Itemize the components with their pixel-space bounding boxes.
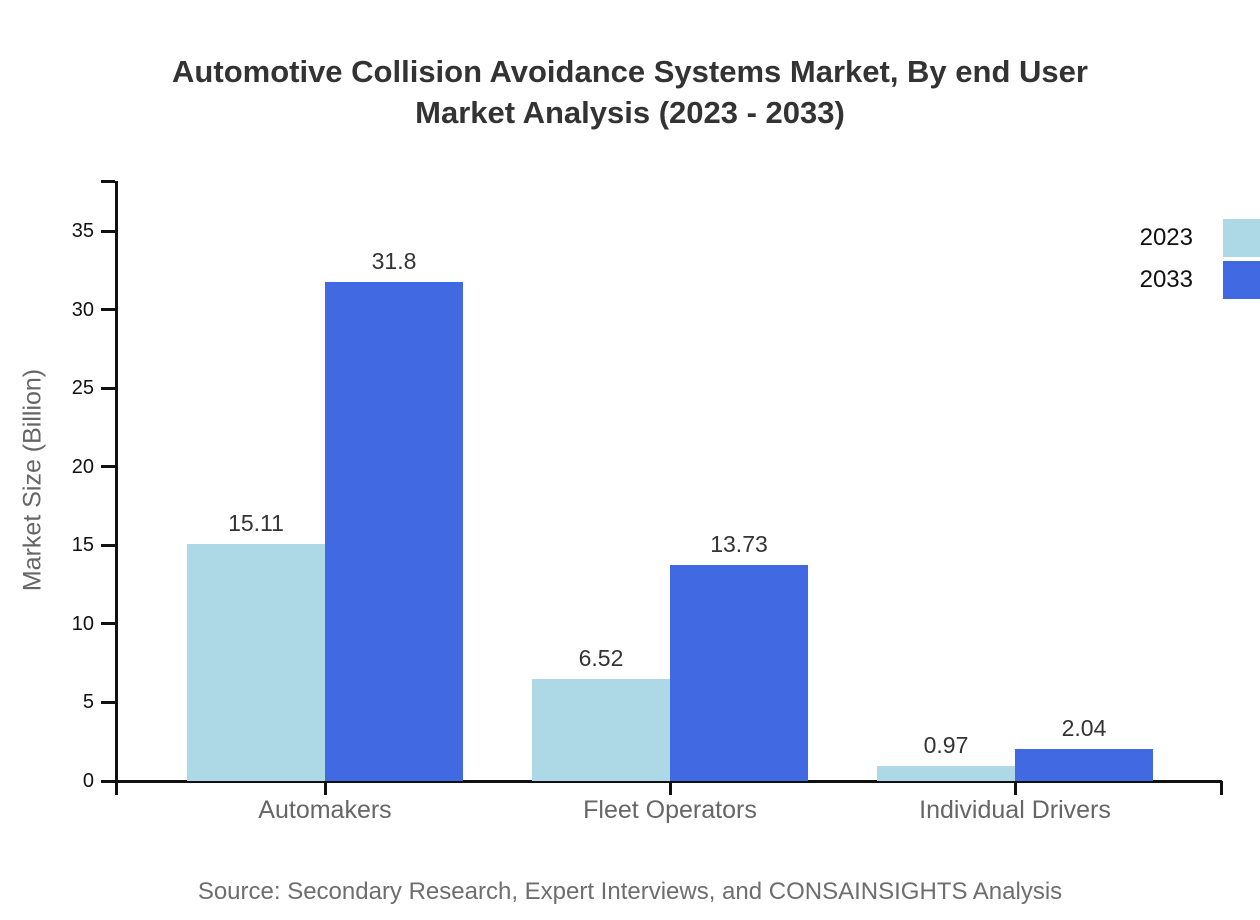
y-tick-mark [101,465,115,469]
bar-2023-fleet-operators [532,678,670,781]
bar-2033-fleet-operators [670,565,808,781]
category-label: Fleet Operators [583,796,757,824]
y-axis-title: Market Size (Billion) [18,368,47,592]
legend-item-2023: 2023 [1140,219,1260,257]
y-tick-label: 10 [71,612,94,635]
y-axis-line [115,181,118,795]
bar-2023-automakers [187,543,325,781]
bar-value-label: 15.11 [228,509,284,536]
chart-title-line-2: Market Analysis (2023 - 2033) [415,95,845,130]
bar-value-label: 6.52 [578,644,624,671]
source-note: Source: Secondary Research, Expert Inter… [197,878,1063,905]
category-label: Automakers [258,796,392,824]
legend-item-2033: 2033 [1140,261,1260,299]
category-label: Individual Drivers [919,796,1111,824]
x-axis-line [102,780,1222,783]
y-axis-top-cap [101,180,115,183]
legend-label: 2033 [1139,266,1193,293]
y-tick-mark [101,700,115,704]
y-tick-mark [101,229,115,233]
bar-value-label: 2.04 [1061,714,1107,741]
x-tick-mark [323,781,327,795]
y-tick-label: 5 [82,691,94,714]
y-tick-mark [101,622,115,626]
legend-label: 2023 [1139,224,1193,251]
y-tick-label: 20 [71,455,94,478]
bar-value-label: 13.73 [710,531,768,558]
y-tick-label: 25 [71,377,94,400]
x-tick-mark [668,781,672,795]
bar-value-label: 0.97 [923,731,969,758]
bar-2033-individual-drivers [1015,748,1153,781]
y-tick-mark [101,543,115,547]
y-tick-mark [101,779,115,783]
x-axis-right-cap [1220,781,1223,795]
y-tick-mark [101,386,115,390]
plot-area: 0 5 10 15 20 25 30 35 Automakers 15.11 31.8 Fleet O… [72,180,1223,824]
legend-swatch [1223,261,1260,299]
y-tick-label: 0 [82,770,94,792]
legend-swatch [1223,219,1260,257]
chart-title: Automotive Collision Avoidance Systems M… [0,51,1260,133]
y-tick-label: 30 [71,298,94,321]
bar-2033-automakers [325,281,463,781]
y-tick-mark [101,308,115,312]
bar-value-label: 31.8 [371,247,417,274]
chart-title-line-1: Automotive Collision Avoidance Systems M… [172,54,1088,89]
bar-2023-individual-drivers [877,765,1015,781]
legend: 2023 2033 [1140,219,1260,303]
x-tick-mark [1013,781,1017,795]
y-tick-label: 35 [71,220,94,243]
y-tick-label: 15 [71,534,94,557]
